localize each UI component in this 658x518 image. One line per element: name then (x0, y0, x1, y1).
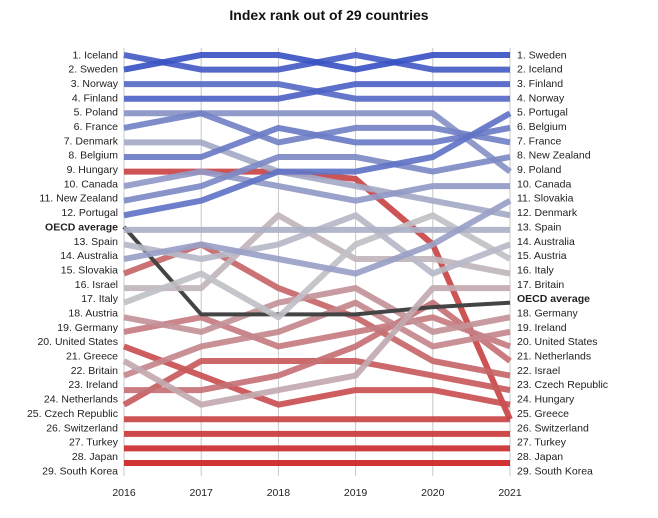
series-line-finland (124, 81, 510, 102)
left-label-8-belgium: 8. Belgium (68, 150, 118, 162)
series-line-italy (124, 212, 511, 292)
left-label-26-switzerland: 26. Switzerland (46, 422, 118, 434)
series-line-slovakia (123, 198, 512, 277)
right-label-2-iceland: 2. Iceland (517, 64, 563, 76)
right-label-10-canada: 10. Canada (517, 178, 571, 190)
left-label-20-united-states: 20. United States (37, 336, 118, 348)
right-label-17-britain: 17. Britain (517, 279, 564, 291)
right-label-23-czech-republic: 23. Czech Republic (517, 379, 608, 391)
right-label-18-germany: 18. Germany (517, 308, 578, 320)
right-label-5-portugal: 5. Portugal (517, 107, 568, 119)
series-line-belgium (124, 124, 511, 160)
left-label-15-slovakia: 15. Slovakia (61, 264, 118, 276)
series-line-new-zealand (123, 154, 511, 204)
right-label-7-france: 7. France (517, 135, 562, 147)
left-label-22-britain: 22. Britain (71, 365, 118, 377)
x-tick-2019: 2019 (344, 487, 368, 499)
left-label-oecd-average: OECD average (45, 221, 118, 233)
series-line-sweden (123, 52, 510, 73)
right-label-13-spain: 13. Spain (517, 221, 562, 233)
left-label-21-greece: 21. Greece (66, 351, 118, 363)
series-lines (122, 52, 513, 466)
x-axis-ticks: 2016 2017 2018 2019 2020 2021 (112, 487, 522, 499)
right-label-11-slovakia: 11. Slovakia (517, 193, 574, 205)
right-label-22-israel: 22. Israel (517, 365, 560, 377)
left-label-14-australia: 14. Australia (60, 250, 118, 262)
series-line-portugal (123, 110, 512, 219)
right-label-3-finland: 3. Finland (517, 78, 563, 90)
right-label-26-switzerland: 26. Switzerland (517, 422, 589, 434)
right-label-29-south-korea: 29. South Korea (517, 465, 593, 477)
series-line-germany (123, 285, 511, 335)
x-tick-2020: 2020 (421, 487, 445, 499)
right-label-28-japan: 28. Japan (517, 451, 563, 463)
left-label-3-norway: 3. Norway (71, 78, 119, 90)
right-label-4-norway: 4. Norway (517, 92, 565, 104)
right-label-21-netherlands: 21. Netherlands (517, 351, 591, 363)
right-label-14-australia: 14. Australia (517, 236, 575, 248)
right-label-8-new-zealand: 8. New Zealand (517, 150, 591, 162)
left-label-23-ireland: 23. Ireland (68, 379, 118, 391)
series-line-oecd-average (122, 225, 511, 317)
left-label-2-sweden: 2. Sweden (68, 64, 118, 76)
left-label-25-czech-republic: 25. Czech Republic (27, 408, 118, 420)
left-label-19-germany: 19. Germany (57, 322, 118, 334)
x-tick-2017: 2017 (190, 487, 214, 499)
left-label-12-portugal: 12. Portugal (61, 207, 118, 219)
left-label-6-france: 6. France (74, 121, 119, 133)
series-line-austria (122, 212, 512, 321)
right-labels: 1. Sweden 2. Iceland 3. Finland 4. Norway 5.… (517, 49, 608, 477)
series-line-britain (122, 285, 510, 408)
x-tick-2016: 2016 (112, 487, 136, 499)
series-line-ireland (122, 299, 511, 379)
right-label-16-italy: 16. Italy (517, 264, 555, 276)
right-label-6-belgium: 6. Belgium (517, 121, 567, 133)
left-label-17-italy: 17. Italy (81, 293, 119, 305)
left-label-4-finland: 4. Finland (72, 92, 118, 104)
right-label-oecd-average: OECD average (517, 293, 590, 305)
x-tick-2021: 2021 (498, 487, 522, 499)
x-tick-2018: 2018 (267, 487, 291, 499)
left-label-18-austria: 18. Austria (68, 308, 118, 320)
left-label-16-israel: 16. Israel (75, 279, 118, 291)
left-label-11-new-zealand: 11. New Zealand (39, 193, 118, 205)
left-labels: 1. Iceland 2. Sweden 3. Norway 4. Finland 5.… (27, 49, 119, 477)
left-label-1-iceland: 1. Iceland (72, 49, 118, 61)
right-label-20-united-states: 20. United States (517, 336, 598, 348)
series-line-united-states (123, 314, 512, 350)
right-label-25-greece: 25. Greece (517, 408, 569, 420)
left-label-28-japan: 28. Japan (72, 451, 118, 463)
right-label-15-austria: 15. Austria (517, 250, 567, 262)
left-label-10-canada: 10. Canada (64, 178, 118, 190)
series-line-denmark (124, 139, 511, 219)
right-label-1-sweden: 1. Sweden (517, 49, 567, 61)
left-label-9-hungary: 9. Hungary (67, 164, 119, 176)
right-label-27-turkey: 27. Turkey (517, 437, 567, 449)
chart-title: Index rank out of 29 countries (229, 7, 429, 23)
series-line-canada (123, 168, 510, 204)
left-label-27-turkey: 27. Turkey (69, 437, 119, 449)
right-label-12-denmark: 12. Denmark (517, 207, 578, 219)
left-label-13-spain: 13. Spain (74, 236, 119, 248)
right-label-19-ireland: 19. Ireland (517, 322, 567, 334)
right-label-9-poland: 9. Poland (517, 164, 562, 176)
left-label-29-south-korea: 29. South Korea (42, 465, 118, 477)
series-line-netherlands (124, 299, 512, 394)
right-label-24-hungary: 24. Hungary (517, 394, 575, 406)
left-label-5-poland: 5. Poland (74, 107, 119, 119)
left-label-24-netherlands: 24. Netherlands (44, 394, 118, 406)
left-label-7-denmark: 7. Denmark (64, 135, 119, 147)
